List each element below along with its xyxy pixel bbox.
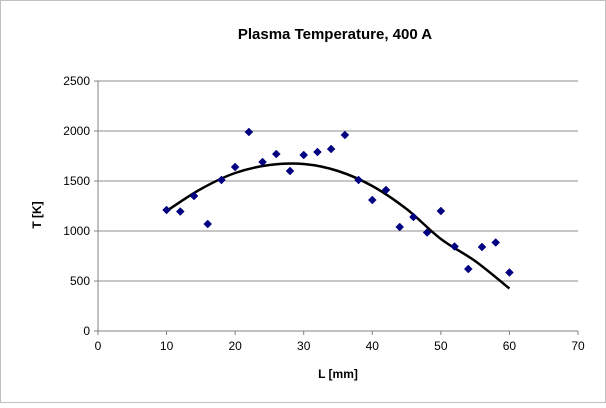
x-axis-title: L [mm] [318,367,358,381]
data-point [299,150,309,160]
y-tick-label: 1500 [63,174,90,188]
data-point [175,207,185,216]
chart-title: Plasma Temperature, 400 A [238,26,432,43]
data-point [258,157,267,167]
data-point [450,242,459,251]
data-point [285,166,295,176]
x-tick-label: 50 [434,339,448,353]
x-tick-label: 10 [160,339,174,353]
x-tick-label: 30 [297,339,311,353]
x-tick-label: 0 [95,339,102,353]
y-tick-label: 500 [70,274,90,288]
data-point [354,175,363,185]
data-point [436,206,446,216]
axes-layer: 0 500 1000 1500 2000 2500 0 10 20 30 40 50 60 70 [63,74,585,353]
data-point [313,147,322,157]
data-point [381,185,391,195]
data-point [463,264,473,274]
points-layer [162,127,514,277]
y-axis-title: T [K] [30,201,44,228]
data-point [491,238,501,247]
data-point [271,149,281,159]
y-tick-label: 0 [83,324,90,338]
y-tick-label: 2000 [63,124,90,138]
data-point [326,144,336,154]
y-tick-label: 1000 [63,224,90,238]
grid-layer [98,80,578,282]
x-tick-label: 70 [571,339,585,353]
data-point [422,228,432,237]
data-point [367,195,377,205]
data-point [189,191,199,201]
data-point [230,162,240,172]
y-tick-label: 2500 [63,74,90,88]
data-point [395,222,405,232]
data-point [409,212,418,222]
data-point [505,268,514,277]
data-point [203,219,213,229]
data-point [162,205,171,215]
data-point [477,242,487,252]
x-tick-label: 20 [228,339,242,353]
data-point [244,127,254,137]
data-point [340,130,350,140]
x-tick-label: 60 [503,339,517,353]
data-point [217,175,226,185]
x-tick-label: 40 [366,339,380,353]
